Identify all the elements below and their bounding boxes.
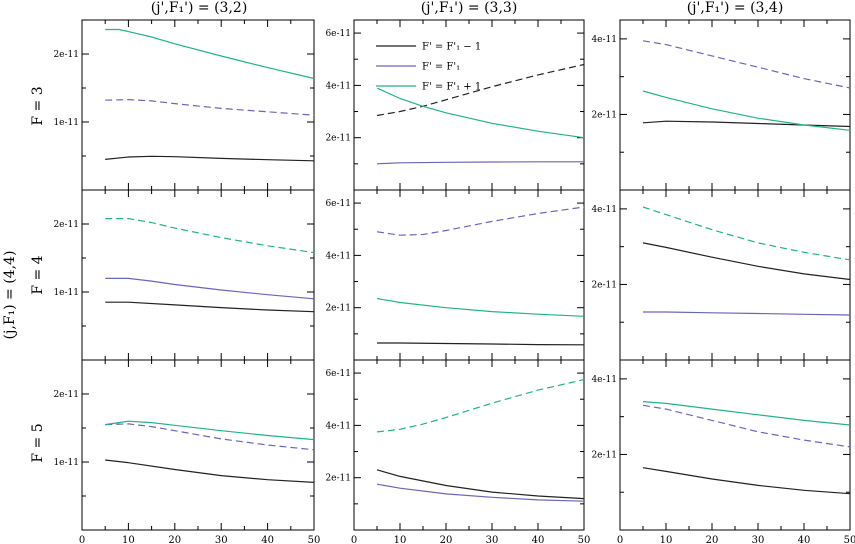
panel-1-2-series-green-dashed (642, 206, 851, 261)
panel-2-2-xtick-label: 20 (706, 535, 719, 544)
panel-0-2-ytick-label: 4e-11 (591, 35, 617, 45)
panel-2-0-xtick-label: 40 (261, 535, 274, 544)
panel-2-0-xtick-label: 50 (308, 535, 321, 544)
panel-2-1-ytick-label: 2e-11 (325, 474, 351, 484)
panel-2-2-xtick-label: 10 (660, 535, 673, 544)
panel-2-2-ytick-label: 2e-11 (591, 450, 617, 460)
panel-2-2-xtick-label: 40 (798, 535, 811, 544)
panel-1-0-ytick-label: 1e-11 (53, 288, 79, 298)
panel-0-1-ytick-label: 2e-11 (325, 134, 351, 144)
panel-2-1-frame (353, 359, 585, 531)
panel-2-2-ytick-label: 4e-11 (591, 375, 617, 385)
panel-2-2-series-green-solid (642, 401, 851, 426)
panel-0-1-legend-label-2: F' = F'₁ + 1 (422, 82, 481, 93)
panel-1-1-ytick-label: 2e-11 (325, 304, 351, 314)
panel-2-2-xtick-label: 0 (617, 535, 623, 544)
panel-2-0-series-blue-dashed (105, 423, 315, 451)
panel-0-2-ytick-label: 2e-11 (591, 110, 617, 120)
column-title-2: (j',F₁') = (3,4) (686, 0, 784, 16)
panel-1-2-series-blue-solid (643, 311, 851, 316)
panel-0-1-series-blue-solid (376, 161, 584, 165)
panel-0-1-series-green-solid (376, 87, 585, 139)
panel-0-2-series-blue-dashed (642, 40, 851, 89)
panel-0-1-legend-label-0: F' = F'₁ − 1 (422, 42, 481, 53)
panel-2-1-series-black-solid (376, 469, 585, 500)
column-title-0: (j',F₁') = (3,2) (150, 0, 248, 16)
panel-1-0-series-blue-solid (105, 277, 315, 300)
panel-2-1-xtick-label: 40 (532, 535, 545, 544)
panel-1-2-ytick-label: 2e-11 (591, 280, 617, 290)
panel-0-2-frame (619, 19, 851, 191)
panel-1-0-ytick-label: 2e-11 (53, 220, 79, 230)
panel-2-1-series-green-dashed (376, 379, 585, 433)
panel-2-1-xtick-label: 30 (486, 535, 499, 544)
panel-0-1-ytick-label: 4e-11 (325, 81, 351, 91)
panel-2-0-xtick-label: 10 (122, 535, 135, 544)
panel-0-0-series-black-solid (105, 155, 315, 162)
panel-1-1-series-blue-dashed (376, 206, 585, 236)
panel-1-1-series-black-solid (377, 342, 585, 346)
panel-2-2-xtick-label: 50 (844, 535, 855, 544)
panel-1-2-ytick-label: 4e-11 (591, 205, 617, 215)
panel-2-2-frame (619, 359, 851, 531)
panel-1-1-series-green-solid (376, 297, 585, 317)
panel-2-1-ytick-label: 6e-11 (325, 369, 351, 379)
panel-0-0-series-blue-dashed (105, 98, 315, 116)
panel-0-1-series-black-dashed (376, 63, 585, 117)
panel-0-0-ytick-label: 2e-11 (53, 50, 79, 60)
panel-1-0-series-black-solid (105, 301, 315, 313)
panel-1-1-frame (353, 189, 585, 361)
panel-2-0-xtick-label: 0 (79, 535, 85, 544)
panel-2-0-ytick-label: 2e-11 (53, 390, 79, 400)
panel-2-1-xtick-label: 20 (440, 535, 453, 544)
panel-2-0-series-green-solid (105, 420, 315, 441)
panel-0-1-legend-label-1: F' = F'₁ (422, 62, 460, 73)
panel-1-0-frame (81, 189, 315, 361)
panel-2-1-xtick-label: 50 (578, 535, 591, 544)
panel-2-2-series-blue-dashed (642, 404, 851, 448)
panel-1-0-series-green-dashed (105, 218, 315, 254)
column-title-1: (j',F₁') = (3,3) (420, 0, 518, 16)
panel-2-1-xtick-label: 10 (394, 535, 407, 544)
panel-2-2-series-black-solid (642, 467, 851, 495)
panel-2-1-xtick-label: 0 (351, 535, 357, 544)
panel-1-1-ytick-label: 6e-11 (325, 199, 351, 209)
panel-2-2-xtick-label: 30 (752, 535, 765, 544)
panel-0-0-series-green-solid (105, 28, 315, 80)
panel-2-0-frame (81, 359, 315, 531)
panel-1-1-ytick-label: 4e-11 (325, 251, 351, 261)
panel-2-0-xtick-label: 20 (168, 535, 181, 544)
panel-0-2-series-green-solid (642, 90, 851, 131)
panel-2-1-series-blue-solid (376, 483, 585, 502)
panel-0-1-ytick-label: 6e-11 (325, 29, 351, 39)
panel-2-0-ytick-label: 1e-11 (53, 458, 79, 468)
panel-2-0-series-black-solid (105, 459, 315, 483)
panel-2-0-xtick-label: 30 (215, 535, 228, 544)
panel-0-2-series-black-solid (642, 120, 851, 128)
panel-2-1-ytick-label: 4e-11 (325, 421, 351, 431)
panel-0-0-ytick-label: 1e-11 (53, 118, 79, 128)
panel-1-2-series-black-solid (642, 242, 851, 281)
panel-0-0-frame (81, 19, 315, 191)
